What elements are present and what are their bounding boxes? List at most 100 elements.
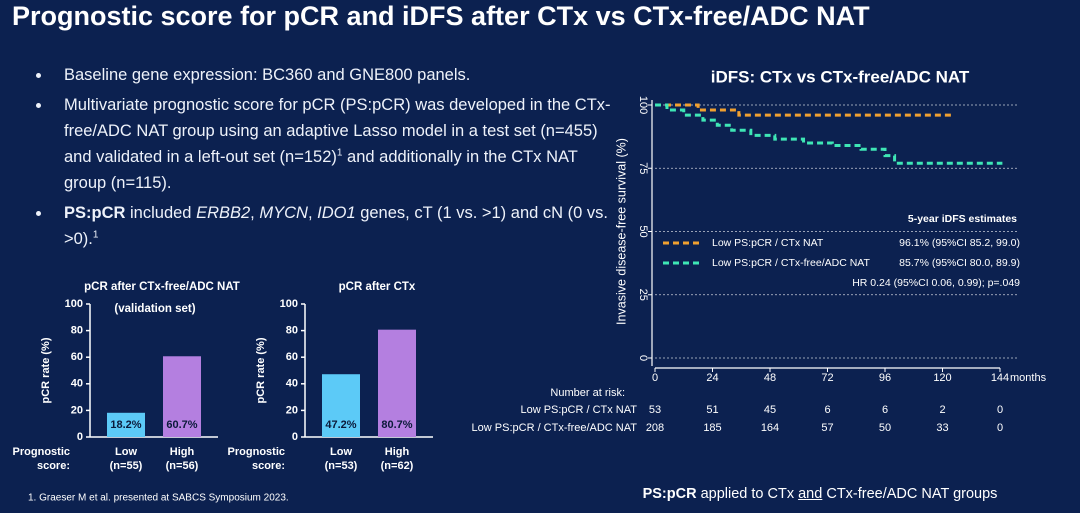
y-tick-label: 40 bbox=[286, 378, 298, 390]
chart-title: pCR after CTx bbox=[339, 281, 416, 293]
x-tick-label: 144 bbox=[991, 372, 1009, 384]
chart-subtitle: (validation set) bbox=[114, 303, 195, 315]
y-tick-label: 25 bbox=[637, 289, 649, 301]
x-tick-label: High bbox=[385, 446, 410, 458]
risk-count: 6 bbox=[824, 404, 830, 416]
text-run: IDO1 bbox=[317, 204, 356, 222]
y-tick-label: 40 bbox=[71, 378, 83, 390]
text-run: Baseline gene expression: BC360 and GNE8… bbox=[64, 66, 471, 84]
x-tick-note: (n=53) bbox=[325, 460, 358, 472]
y-tick-label: 100 bbox=[65, 298, 83, 310]
y-tick-label: 0 bbox=[637, 355, 649, 361]
legend-label: Low PS:pCR / CTx NAT bbox=[712, 237, 824, 249]
risk-count: 185 bbox=[703, 422, 721, 434]
risk-count: 2 bbox=[939, 404, 945, 416]
x-tick-label: 48 bbox=[764, 372, 776, 384]
y-tick-label: 60 bbox=[286, 351, 298, 363]
text-run: included bbox=[125, 204, 197, 222]
x-axis-label: score: bbox=[37, 460, 70, 472]
value-label: 60.7% bbox=[166, 419, 197, 431]
risk-table-title: Number at risk: bbox=[550, 387, 625, 399]
text-run: Multivariate prognostic score for pCR (P… bbox=[64, 96, 611, 166]
legend-label: Low PS:pCR / CTx-free/ADC NAT bbox=[712, 257, 871, 269]
text-run: ERBB2 bbox=[196, 204, 251, 222]
risk-row-label: Low PS:pCR / CTx-free/ADC NAT bbox=[472, 422, 638, 434]
bullet: Baseline gene expression: BC360 and GNE8… bbox=[52, 62, 612, 88]
y-tick-label: 60 bbox=[71, 351, 83, 363]
x-tick-label: Low bbox=[330, 446, 352, 458]
y-tick-label: 0 bbox=[292, 431, 298, 443]
x-tick-label: 72 bbox=[821, 372, 833, 384]
x-tick-label: 0 bbox=[652, 372, 658, 384]
risk-count: 6 bbox=[882, 404, 888, 416]
text-run: and bbox=[798, 486, 823, 502]
text-run: CTx-free/ADC NAT groups bbox=[822, 486, 998, 502]
x-tick-label: Low bbox=[115, 446, 137, 458]
y-tick-label: 80 bbox=[286, 325, 298, 337]
y-tick-label: 0 bbox=[77, 431, 83, 443]
x-tick-note: (n=62) bbox=[381, 460, 414, 472]
survival-curve bbox=[655, 103, 955, 117]
x-tick-label: 24 bbox=[706, 372, 718, 384]
y-axis-label: pCR rate (%) bbox=[255, 337, 267, 403]
risk-count: 33 bbox=[936, 422, 948, 434]
x-axis-label: Prognostic bbox=[13, 446, 70, 458]
x-tick-label: 96 bbox=[879, 372, 891, 384]
bar bbox=[322, 374, 360, 437]
y-tick-label: 80 bbox=[71, 325, 83, 337]
text-run: PS:pCR bbox=[64, 204, 126, 222]
bar bbox=[107, 412, 145, 437]
y-tick-label: 100 bbox=[637, 96, 649, 114]
risk-count: 45 bbox=[764, 404, 776, 416]
text-run: , bbox=[307, 204, 318, 222]
risk-count: 57 bbox=[821, 422, 833, 434]
legend-estimate: 85.7% (95%CI 80.0, 89.9) bbox=[899, 257, 1020, 269]
value-label: 18.2% bbox=[110, 419, 141, 431]
footnote: 1. Graeser M et al. presented at SABCS S… bbox=[28, 493, 289, 504]
risk-count: 51 bbox=[706, 404, 718, 416]
text-run: applied to CTx bbox=[696, 486, 799, 502]
bottom-note: PS:pCR applied to CTx and CTx-free/ADC N… bbox=[560, 486, 1080, 502]
y-tick-label: 20 bbox=[286, 404, 298, 416]
text-run: genes, cT (1 vs. >1) and cN (0 vs. >0). bbox=[64, 204, 608, 248]
bullet: PS:pCR included ERBB2, MYCN, IDO1 genes,… bbox=[52, 200, 612, 252]
text-run: 1 bbox=[336, 147, 343, 159]
bullet-list: Baseline gene expression: BC360 and GNE8… bbox=[32, 62, 612, 256]
x-tick-label: High bbox=[170, 446, 195, 458]
y-axis-label: pCR rate (%) bbox=[40, 337, 52, 403]
x-tick-note: (n=56) bbox=[166, 460, 199, 472]
y-tick-label: 100 bbox=[280, 298, 298, 310]
chart-title: pCR after CTx-free/ADC NAT bbox=[84, 281, 240, 293]
x-tick-label: 120 bbox=[933, 372, 951, 384]
text-run: 1 bbox=[92, 229, 99, 241]
legend-title: 5-year iDFS estimates bbox=[908, 213, 1017, 225]
legend-estimate: 96.1% (95%CI 85.2, 99.0) bbox=[899, 237, 1020, 249]
risk-count: 0 bbox=[997, 422, 1003, 434]
slide-title: Prognostic score for pCR and iDFS after … bbox=[12, 1, 870, 31]
text-run: PS:pCR bbox=[642, 486, 697, 502]
y-tick-label: 50 bbox=[637, 225, 649, 237]
bar bbox=[378, 329, 416, 437]
risk-count: 0 bbox=[997, 404, 1003, 416]
survival-curve bbox=[655, 103, 1003, 165]
risk-count: 208 bbox=[646, 422, 664, 434]
risk-count: 164 bbox=[761, 422, 779, 434]
bullet: Multivariate prognostic score for pCR (P… bbox=[52, 92, 612, 196]
risk-count: 53 bbox=[649, 404, 661, 416]
x-axis-label: months bbox=[1010, 372, 1047, 384]
x-tick-note: (n=55) bbox=[110, 460, 143, 472]
y-axis-label: Invasive disease-free survival (%) bbox=[614, 138, 628, 325]
risk-row-label: Low PS:pCR / CTx NAT bbox=[520, 404, 637, 416]
annotation: HR 0.24 (95%CI 0.06, 0.99); p=.049 bbox=[852, 277, 1020, 289]
value-label: 47.2% bbox=[325, 419, 356, 431]
text-run: MYCN bbox=[259, 204, 308, 222]
value-label: 80.7% bbox=[381, 419, 412, 431]
bar bbox=[163, 356, 201, 437]
text-run: and additionally in the CTx NAT group (n… bbox=[64, 148, 578, 192]
text-run: , bbox=[250, 204, 260, 222]
chart-title: iDFS: CTx vs CTx-free/ADC NAT bbox=[711, 67, 970, 86]
y-tick-label: 20 bbox=[71, 404, 83, 416]
risk-count: 50 bbox=[879, 422, 891, 434]
